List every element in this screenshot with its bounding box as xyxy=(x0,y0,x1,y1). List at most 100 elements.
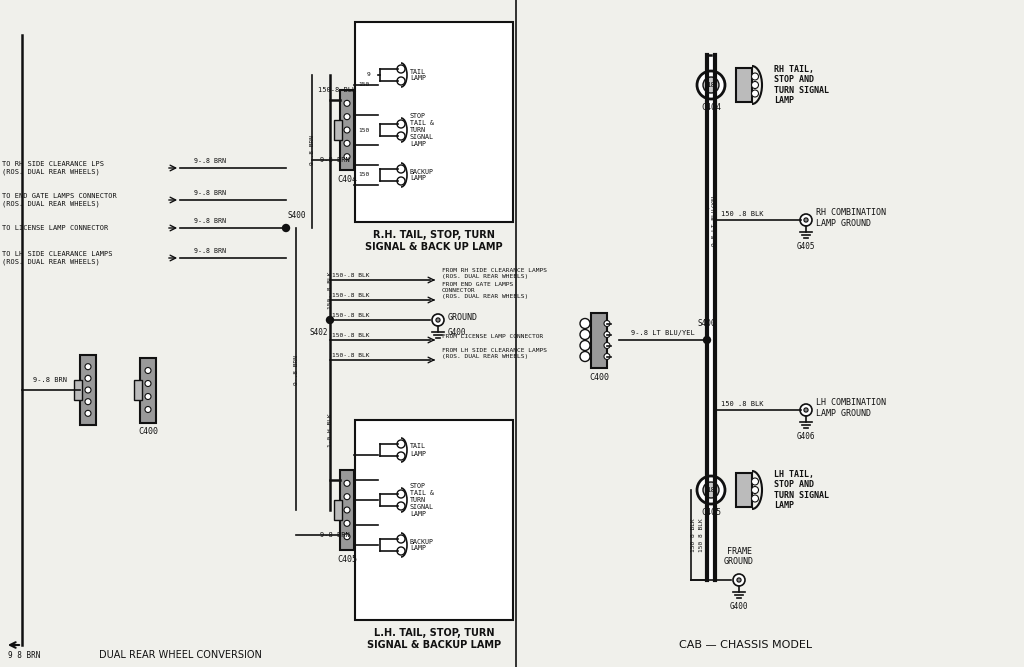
Circle shape xyxy=(703,336,711,344)
Text: DUAL REAR WHEEL CONVERSION: DUAL REAR WHEEL CONVERSION xyxy=(98,650,261,660)
Bar xyxy=(340,90,354,170)
Circle shape xyxy=(697,71,725,99)
Circle shape xyxy=(804,408,808,412)
Circle shape xyxy=(145,406,151,412)
Text: C405: C405 xyxy=(701,508,721,517)
Bar xyxy=(340,470,354,550)
Text: 150: 150 xyxy=(358,83,370,87)
Circle shape xyxy=(397,490,406,498)
Text: 9-8 BRN: 9-8 BRN xyxy=(319,157,350,163)
Circle shape xyxy=(397,132,406,140)
Text: C400: C400 xyxy=(589,372,609,382)
Circle shape xyxy=(703,482,719,498)
Text: 1-0 H BLK: 1-0 H BLK xyxy=(328,413,333,447)
Circle shape xyxy=(344,480,350,486)
Text: C400: C400 xyxy=(138,428,158,436)
Circle shape xyxy=(397,535,406,543)
Text: 150-.8 BLK: 150-.8 BLK xyxy=(328,271,333,309)
Text: 9-.8 BRN: 9-.8 BRN xyxy=(194,248,226,254)
Text: FROM LICENSE LAMP CONNECTOR: FROM LICENSE LAMP CONNECTOR xyxy=(442,334,544,339)
Text: STOP
TAIL &
TURN
SIGNAL
LAMP: STOP TAIL & TURN SIGNAL LAMP xyxy=(410,113,434,147)
Circle shape xyxy=(752,90,759,97)
Text: TO LICENSE LAMP CONNECTOR: TO LICENSE LAMP CONNECTOR xyxy=(2,225,109,231)
Text: RH TAIL,
STOP AND
TURN SIGNAL
LAMP: RH TAIL, STOP AND TURN SIGNAL LAMP xyxy=(774,65,829,105)
Circle shape xyxy=(85,387,91,393)
Circle shape xyxy=(145,394,151,400)
Circle shape xyxy=(344,534,350,540)
Text: FROM RH SIDE CLEARANCE LAMPS
(ROS. DUAL REAR WHEELS): FROM RH SIDE CLEARANCE LAMPS (ROS. DUAL … xyxy=(442,268,547,279)
Text: GROUND: GROUND xyxy=(449,313,478,323)
Text: 150 .8 BLK: 150 .8 BLK xyxy=(721,401,764,407)
Text: 150: 150 xyxy=(358,173,370,177)
Circle shape xyxy=(145,380,151,386)
Circle shape xyxy=(397,547,406,555)
Bar xyxy=(80,355,96,425)
Text: TO END GATE LAMPS CONNECTOR
(ROS. DUAL REAR WHEELS): TO END GATE LAMPS CONNECTOR (ROS. DUAL R… xyxy=(2,193,117,207)
Circle shape xyxy=(283,225,290,231)
Text: 9 8 BRN: 9 8 BRN xyxy=(8,650,40,660)
Text: TO RH SIDE CLEARANCE LPS
(ROS. DUAL REAR WHEELS): TO RH SIDE CLEARANCE LPS (ROS. DUAL REAR… xyxy=(2,161,104,175)
Bar xyxy=(736,68,752,102)
Text: 150-.8 BLK: 150-.8 BLK xyxy=(332,273,370,278)
Text: 18: 18 xyxy=(707,487,716,493)
Circle shape xyxy=(580,319,590,329)
Text: C404: C404 xyxy=(337,175,357,184)
Text: LH TAIL,
STOP AND
TURN SIGNAL
LAMP: LH TAIL, STOP AND TURN SIGNAL LAMP xyxy=(774,470,829,510)
Text: 150: 150 xyxy=(358,127,370,133)
Circle shape xyxy=(145,368,151,374)
Circle shape xyxy=(397,77,406,85)
Circle shape xyxy=(344,520,350,526)
Text: BACKUP
LAMP: BACKUP LAMP xyxy=(410,538,434,552)
Text: 150-.8 BLK: 150-.8 BLK xyxy=(332,293,370,298)
Circle shape xyxy=(397,165,406,173)
Bar xyxy=(355,420,513,620)
Text: 9-.8 BRN: 9-.8 BRN xyxy=(194,158,226,164)
Text: 18: 18 xyxy=(707,82,716,88)
Circle shape xyxy=(344,113,350,119)
Circle shape xyxy=(85,376,91,382)
Bar xyxy=(334,120,342,140)
Circle shape xyxy=(703,77,719,93)
Bar xyxy=(140,358,156,422)
Circle shape xyxy=(752,478,759,485)
Circle shape xyxy=(752,486,759,494)
Text: C404: C404 xyxy=(701,103,721,112)
Text: 9 8 LT BLU/YEL: 9 8 LT BLU/YEL xyxy=(705,193,710,246)
Text: FROM END GATE LAMPS
CONNECTOR
(ROS. DUAL REAR WHEELS): FROM END GATE LAMPS CONNECTOR (ROS. DUAL… xyxy=(442,282,528,299)
Bar xyxy=(707,55,715,580)
Circle shape xyxy=(344,140,350,146)
Circle shape xyxy=(580,352,590,362)
Circle shape xyxy=(436,318,440,322)
Circle shape xyxy=(580,340,590,350)
Text: 9-.8 BRN: 9-.8 BRN xyxy=(194,190,226,196)
Text: 9-.8 BRN: 9-.8 BRN xyxy=(310,135,315,165)
Text: G406: G406 xyxy=(797,432,815,441)
Circle shape xyxy=(397,452,406,460)
Text: STOP
TAIL &
TURN
SIGNAL
LAMP: STOP TAIL & TURN SIGNAL LAMP xyxy=(410,483,434,517)
Text: LH COMBINATION
LAMP GROUND: LH COMBINATION LAMP GROUND xyxy=(816,398,886,418)
Text: 9-.8 BRN: 9-.8 BRN xyxy=(194,218,226,224)
Circle shape xyxy=(604,331,610,338)
Circle shape xyxy=(85,399,91,405)
Text: G405: G405 xyxy=(797,242,815,251)
Circle shape xyxy=(397,177,406,185)
Bar xyxy=(74,380,82,400)
Bar xyxy=(334,500,342,520)
Circle shape xyxy=(604,321,610,327)
Circle shape xyxy=(752,495,759,502)
Text: 150 .8 BLK: 150 .8 BLK xyxy=(721,211,764,217)
Circle shape xyxy=(344,100,350,106)
Circle shape xyxy=(737,578,741,582)
Text: TO LH SIDE CLEARANCE LAMPS
(ROS. DUAL REAR WHEELS): TO LH SIDE CLEARANCE LAMPS (ROS. DUAL RE… xyxy=(2,251,113,265)
Circle shape xyxy=(800,214,812,226)
Circle shape xyxy=(604,342,610,348)
Text: S400: S400 xyxy=(697,319,716,328)
Text: S402: S402 xyxy=(309,328,328,337)
Text: L.H. TAIL, STOP, TURN
SIGNAL & BACKUP LAMP: L.H. TAIL, STOP, TURN SIGNAL & BACKUP LA… xyxy=(367,628,501,650)
Text: G400: G400 xyxy=(730,602,749,611)
Circle shape xyxy=(604,354,610,360)
Text: 150 8 BLK: 150 8 BLK xyxy=(691,518,696,552)
Text: BACKUP
LAMP: BACKUP LAMP xyxy=(410,169,434,181)
Text: S400: S400 xyxy=(288,211,306,220)
Circle shape xyxy=(397,120,406,128)
